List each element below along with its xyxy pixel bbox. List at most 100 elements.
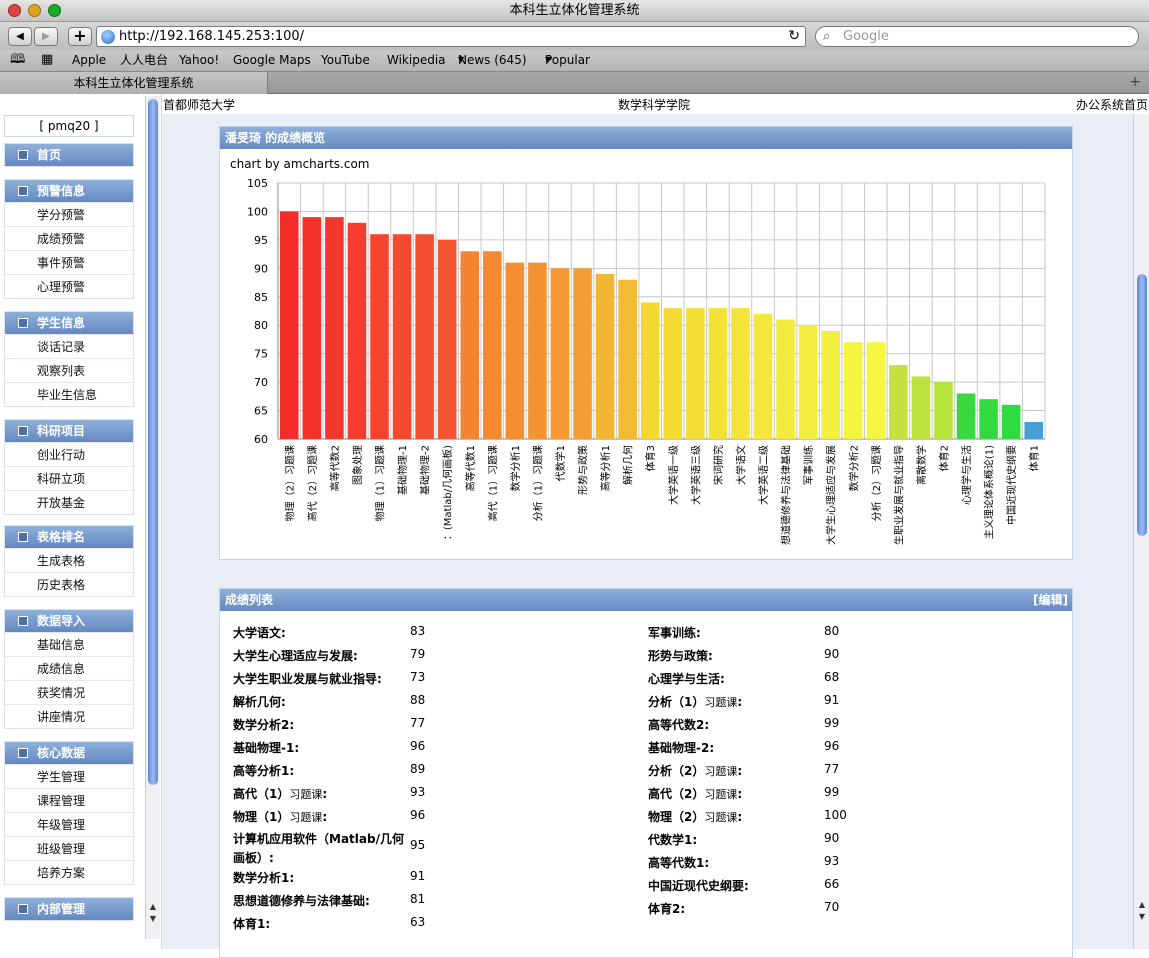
chart-bar [505,262,525,439]
sidebar-scroll-thumb[interactable] [148,99,158,785]
add-bookmark-button[interactable]: + [68,27,92,46]
grade-score: 96 [410,808,426,822]
chart-bar [934,382,953,439]
sidebar-item[interactable]: 成绩预警 [5,226,133,250]
search-icon: ⌕ [823,29,831,44]
y-tick-label: 105 [247,177,268,190]
grade-score: 93 [824,854,840,868]
overview-panel: 潘旻琦 的成绩概览 chart by amcharts.com 60 65 70 75… [219,126,1073,560]
chart-credit[interactable]: chart by amcharts.com [230,157,370,171]
sidebar-group-header[interactable]: 核心数据 [5,742,133,764]
sidebar-group-header[interactable]: 科研项目 [5,420,133,442]
sidebar-item[interactable]: 开放基金 [5,490,133,514]
sidebar-group-header[interactable]: 预警信息 [5,180,133,202]
grade-name-text: 代数学1: [648,833,698,847]
sidebar-item[interactable]: 观察列表 [5,358,133,382]
university-link[interactable]: 首都师范大学 [163,98,236,112]
header-strip: 首都师范大学 数学科学学院 办公系统首页 [162,94,1149,114]
overview-header: 潘旻琦 的成绩概览 [220,127,1072,149]
sidebar-item[interactable]: 基础信息 [5,632,133,656]
sidebar-item[interactable]: 学分预警 [5,202,133,226]
sidebar-item[interactable]: 历史表格 [5,572,133,596]
grade-name-sub: 习题课 [704,788,738,801]
grade-name-suffix: : [322,787,328,801]
sidebar-item[interactable]: 获奖情况 [5,680,133,704]
address-bar[interactable]: http://192.168.145.253:100/ ↻ [96,26,806,47]
sidebar-item[interactable]: 谈话记录 [5,334,133,358]
bookmark-renren[interactable]: 人人电台 [120,53,169,67]
grade-name-text: 物理（1） [233,810,290,824]
grade-score: 96 [410,739,426,753]
new-tab-icon[interactable]: + [1129,74,1141,90]
forward-button[interactable]: ▶ [34,27,58,46]
back-button[interactable]: ◀ [8,27,32,46]
sidebar-item[interactable]: 成绩信息 [5,656,133,680]
bookmark-apple[interactable]: Apple [72,53,107,67]
sidebar-item[interactable]: 生成表格 [5,548,133,572]
sidebar-item[interactable]: 讲座情况 [5,704,133,728]
sidebar-item[interactable]: 班级管理 [5,836,133,860]
search-field[interactable]: ⌕ Google [815,26,1139,47]
user-box: [ pmq20 ] [4,115,134,137]
sidebar-item[interactable]: 学生管理 [5,764,133,788]
chart-bar [663,308,683,439]
sidebar-item[interactable]: 课程管理 [5,788,133,812]
sidebar-item[interactable]: 心理预警 [5,274,133,298]
bookmark-wikipedia[interactable]: Wikipedia [387,53,446,67]
main-scrollbar[interactable]: ▲ ▼ [1133,114,1149,949]
sidebar-item[interactable]: 毕业生信息 [5,382,133,406]
grade-name-text: 基础物理-1: [233,741,300,755]
grade-name: 高代（1）习题课: [233,785,327,802]
x-tick-label: 军事训练 [802,445,815,485]
chart-bar [550,268,570,439]
scroll-up-icon[interactable]: ▲ [149,902,157,911]
overview-title: 潘旻琦 的成绩概览 [225,131,326,145]
grade-score: 81 [410,892,426,906]
zoom-window-icon[interactable] [48,4,61,17]
chart-bar [302,217,322,439]
main-scroll-thumb[interactable] [1137,274,1147,536]
close-window-icon[interactable] [8,4,21,17]
office-home-link[interactable]: 办公系统首页 [1075,98,1148,112]
sidebar-group-header[interactable]: 学生信息 [5,312,133,334]
chart-bar [956,393,976,439]
chart-bar [595,274,615,439]
sidebar-group-header[interactable]: 首页 [5,144,133,166]
bookmark-youtube[interactable]: YouTube [321,53,370,67]
sidebar-item[interactable]: 创业行动 [5,442,133,466]
reading-list-icon[interactable]: 🕮 [10,52,26,67]
grade-name-text: 心理学与生活: [648,672,725,686]
sidebar-item[interactable]: 科研立项 [5,466,133,490]
top-sites-icon[interactable]: ▦ [41,52,54,67]
sidebar-group-header[interactable]: 数据导入 [5,610,133,632]
grade-name-suffix: : [322,810,328,824]
grade-name-text: 大学生职业发展与就业指导: [233,672,382,686]
scroll-down-icon[interactable]: ▼ [1138,912,1146,921]
minimize-window-icon[interactable] [28,4,41,17]
sidebar-group-header[interactable]: 内部管理 [5,898,133,920]
plus-icon: + [73,26,87,45]
bookmark-google-maps[interactable]: Google Maps [233,53,311,67]
grade-name: 物理（2）习题课: [648,808,742,825]
grade-name-suffix: : [737,764,743,778]
chevron-down-icon: ▼ [545,55,552,64]
reload-icon[interactable]: ↻ [788,28,800,44]
y-tick-label: 85 [254,291,268,304]
sidebar-group-header[interactable]: 表格排名 [5,526,133,548]
bookmark-yahoo[interactable]: Yahoo! [179,53,220,67]
sidebar-scrollbar[interactable]: ▲ ▼ [145,96,160,939]
sidebar-item[interactable]: 年级管理 [5,812,133,836]
chart-bar [618,279,637,439]
grade-name-sub: 习题课 [289,788,323,801]
sidebar-item[interactable]: 事件预警 [5,250,133,274]
scroll-down-icon[interactable]: ▼ [149,914,157,923]
sidebar-item[interactable]: 培养方案 [5,860,133,884]
x-tick-label: 解析几何 [622,445,635,485]
chart-bar [708,308,728,439]
grade-name: 计算机应用软件（Matlab/几何 画板）: [233,830,404,866]
scroll-up-icon[interactable]: ▲ [1138,900,1146,909]
x-tick-label: 数学分析2 [847,445,860,491]
edit-link[interactable]: [编辑] [1033,593,1068,607]
x-tick-label: 图象处理 [352,445,364,485]
tab-active[interactable]: 本科生立体化管理系统 [0,72,268,94]
